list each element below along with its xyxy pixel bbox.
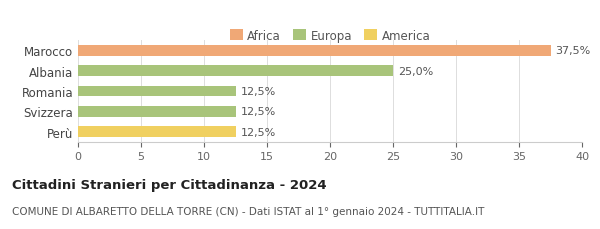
Bar [78, 66, 393, 77]
Legend: Africa, Europa, America: Africa, Europa, America [225, 25, 435, 47]
Bar [78, 106, 236, 117]
Text: 37,5%: 37,5% [556, 46, 591, 56]
Bar [78, 46, 551, 56]
Text: 12,5%: 12,5% [241, 127, 276, 137]
Bar [78, 86, 236, 97]
Bar [78, 127, 236, 137]
Text: 12,5%: 12,5% [241, 87, 276, 97]
Text: 25,0%: 25,0% [398, 66, 433, 76]
Text: 12,5%: 12,5% [241, 107, 276, 117]
Text: COMUNE DI ALBARETTO DELLA TORRE (CN) - Dati ISTAT al 1° gennaio 2024 - TUTTITALI: COMUNE DI ALBARETTO DELLA TORRE (CN) - D… [12, 206, 484, 216]
Text: Cittadini Stranieri per Cittadinanza - 2024: Cittadini Stranieri per Cittadinanza - 2… [12, 179, 326, 192]
